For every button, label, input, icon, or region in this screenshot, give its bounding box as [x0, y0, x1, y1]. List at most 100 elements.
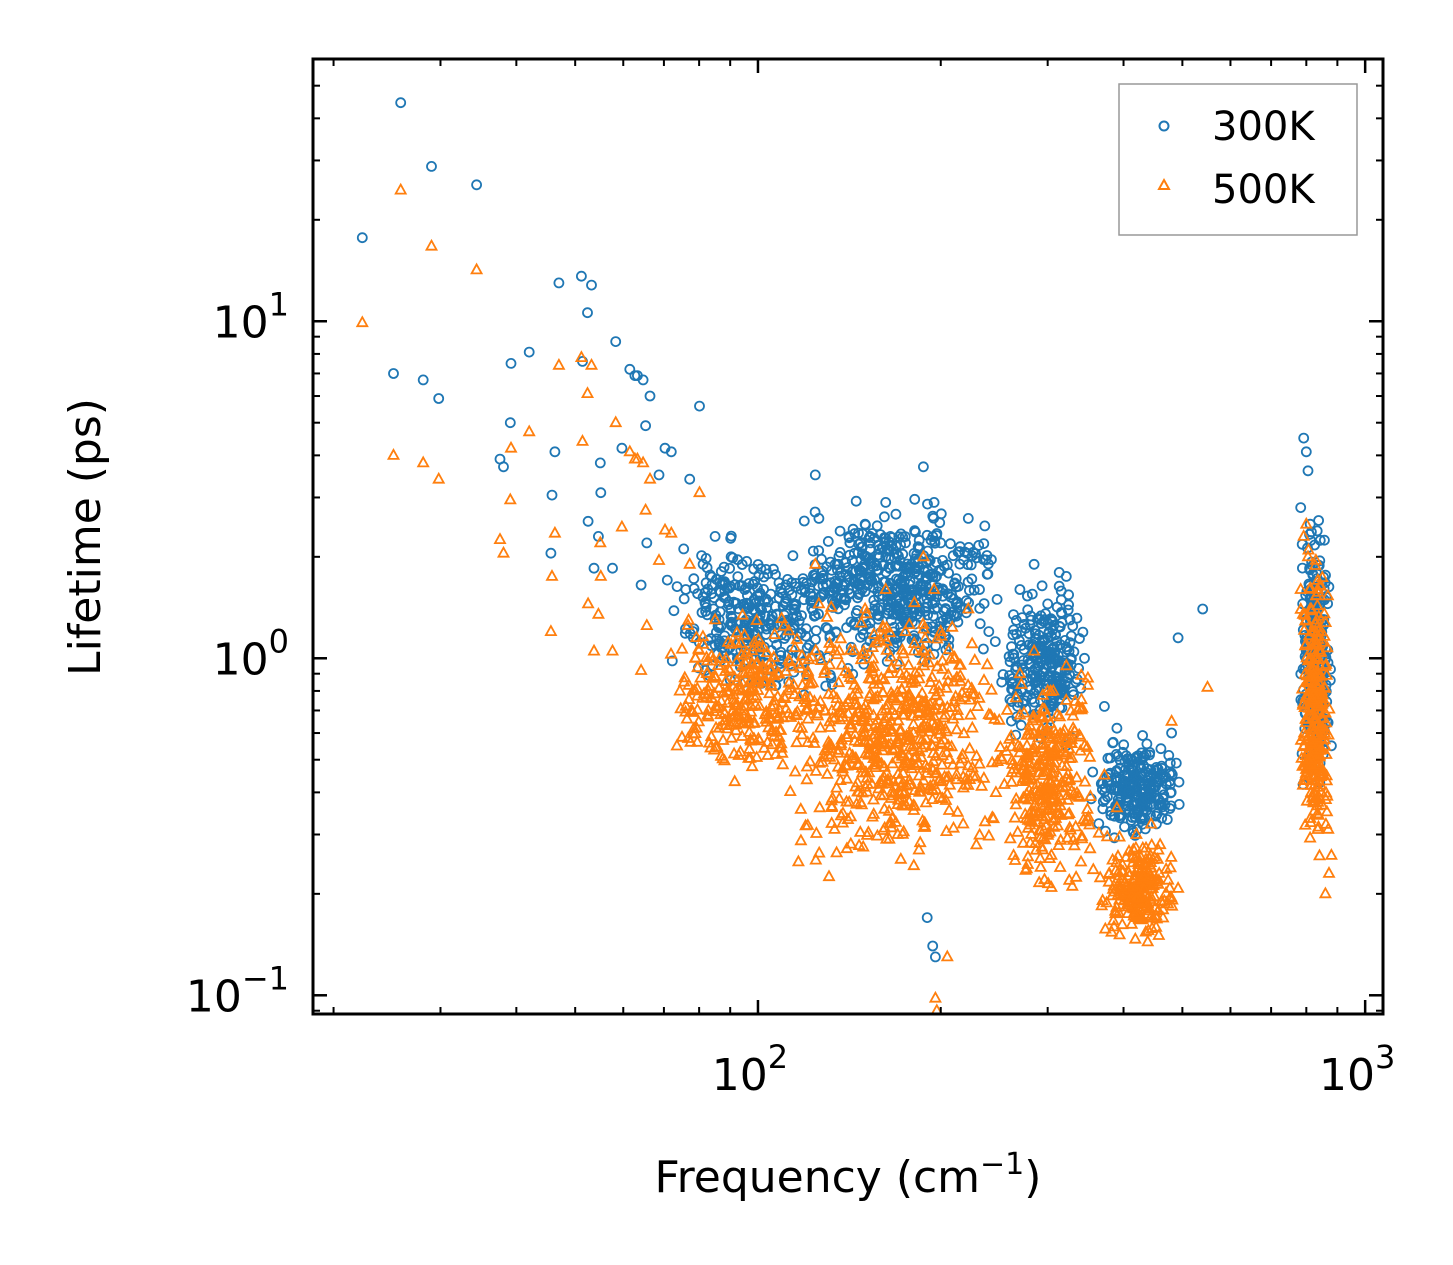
- point-500k: [1314, 644, 1328, 657]
- point-500k: [830, 845, 844, 858]
- point-500k: [1077, 738, 1092, 751]
- point-300k: [978, 643, 989, 655]
- point-500k: [783, 784, 797, 796]
- point-500k: [691, 660, 705, 673]
- point-300k: [1064, 669, 1075, 681]
- point-500k: [704, 729, 718, 742]
- point-500k: [1075, 829, 1089, 841]
- point-500k: [900, 757, 914, 769]
- point-300k: [1125, 762, 1137, 774]
- legend-label-300k: 300K: [1212, 104, 1316, 150]
- point-300k: [952, 546, 964, 558]
- point-500k: [997, 777, 1011, 789]
- point-500k: [944, 651, 958, 664]
- point-300k: [1007, 629, 1019, 641]
- point-300k: [1156, 812, 1168, 824]
- point-500k: [977, 770, 991, 783]
- point-500k: [756, 673, 770, 686]
- point-300k: [1137, 730, 1148, 741]
- point-500k: [493, 532, 507, 544]
- point-300k: [884, 563, 896, 574]
- point-500k: [1320, 804, 1334, 817]
- point-300k: [1304, 518, 1316, 530]
- point-500k: [930, 659, 944, 672]
- point-500k: [939, 793, 953, 805]
- point-500k: [817, 666, 831, 678]
- point-500k: [1315, 570, 1329, 582]
- point-500k: [1056, 727, 1070, 739]
- point-500k: [1083, 789, 1097, 801]
- point-300k: [935, 565, 947, 576]
- point-300k: [832, 577, 844, 588]
- point-500k: [800, 759, 814, 772]
- point-500k: [752, 699, 767, 711]
- point-500k: [710, 739, 724, 752]
- point-500k: [658, 522, 672, 535]
- point-500k: [765, 700, 779, 712]
- point-500k: [875, 776, 889, 789]
- point-500k: [1306, 693, 1320, 705]
- point-300k: [1006, 641, 1017, 653]
- point-500k: [1011, 824, 1025, 837]
- point-300k: [817, 572, 828, 584]
- point-500k: [906, 798, 920, 810]
- point-500k: [718, 713, 733, 725]
- point-500k: [684, 734, 698, 747]
- point-500k: [861, 703, 875, 715]
- x-tick-label: 103: [1319, 1038, 1395, 1101]
- point-500k: [775, 695, 789, 708]
- point-300k: [935, 537, 947, 549]
- point-500k: [877, 769, 891, 782]
- point-500k: [1111, 849, 1125, 861]
- point-500k: [803, 690, 817, 703]
- point-500k: [1319, 785, 1333, 798]
- point-300k: [991, 594, 1003, 605]
- point-500k: [870, 737, 884, 750]
- point-500k: [1301, 653, 1315, 666]
- point-500k: [1033, 709, 1048, 721]
- point-500k: [1145, 837, 1159, 850]
- point-500k: [905, 675, 919, 688]
- point-300k: [1008, 609, 1019, 620]
- point-300k: [1110, 782, 1121, 794]
- point-300k: [388, 368, 399, 379]
- point-500k: [726, 687, 740, 699]
- point-500k: [898, 624, 913, 636]
- point-300k: [1022, 590, 1033, 602]
- point-300k: [954, 558, 966, 570]
- point-500k: [1295, 681, 1309, 694]
- point-500k: [707, 704, 721, 717]
- point-500k: [1128, 868, 1142, 881]
- point-500k: [1310, 612, 1324, 625]
- point-500k: [673, 683, 687, 696]
- point-500k: [1013, 666, 1027, 679]
- point-500k: [1131, 890, 1145, 903]
- point-500k: [762, 686, 777, 699]
- point-500k: [858, 601, 872, 614]
- point-300k: [725, 616, 737, 628]
- point-500k: [355, 315, 369, 328]
- point-500k: [730, 654, 744, 667]
- point-500k: [907, 858, 921, 871]
- point-500k: [791, 854, 805, 867]
- point-300k: [922, 609, 933, 621]
- point-500k: [803, 676, 817, 688]
- point-300k: [504, 417, 516, 429]
- point-500k: [835, 732, 849, 745]
- point-300k: [576, 270, 587, 282]
- point-300k: [1051, 601, 1063, 613]
- point-300k: [796, 610, 807, 621]
- point-500k: [678, 670, 692, 683]
- point-300k: [847, 523, 859, 535]
- point-500k: [809, 852, 823, 865]
- point-500k: [768, 627, 782, 639]
- point-500k: [1119, 850, 1133, 862]
- point-500k: [902, 617, 916, 629]
- point-500k: [756, 658, 770, 671]
- point-300k: [688, 583, 700, 594]
- point-500k: [1297, 529, 1311, 541]
- point-500k: [945, 619, 959, 632]
- point-500k: [1315, 767, 1329, 780]
- point-300k: [644, 390, 656, 402]
- point-500k: [690, 702, 705, 715]
